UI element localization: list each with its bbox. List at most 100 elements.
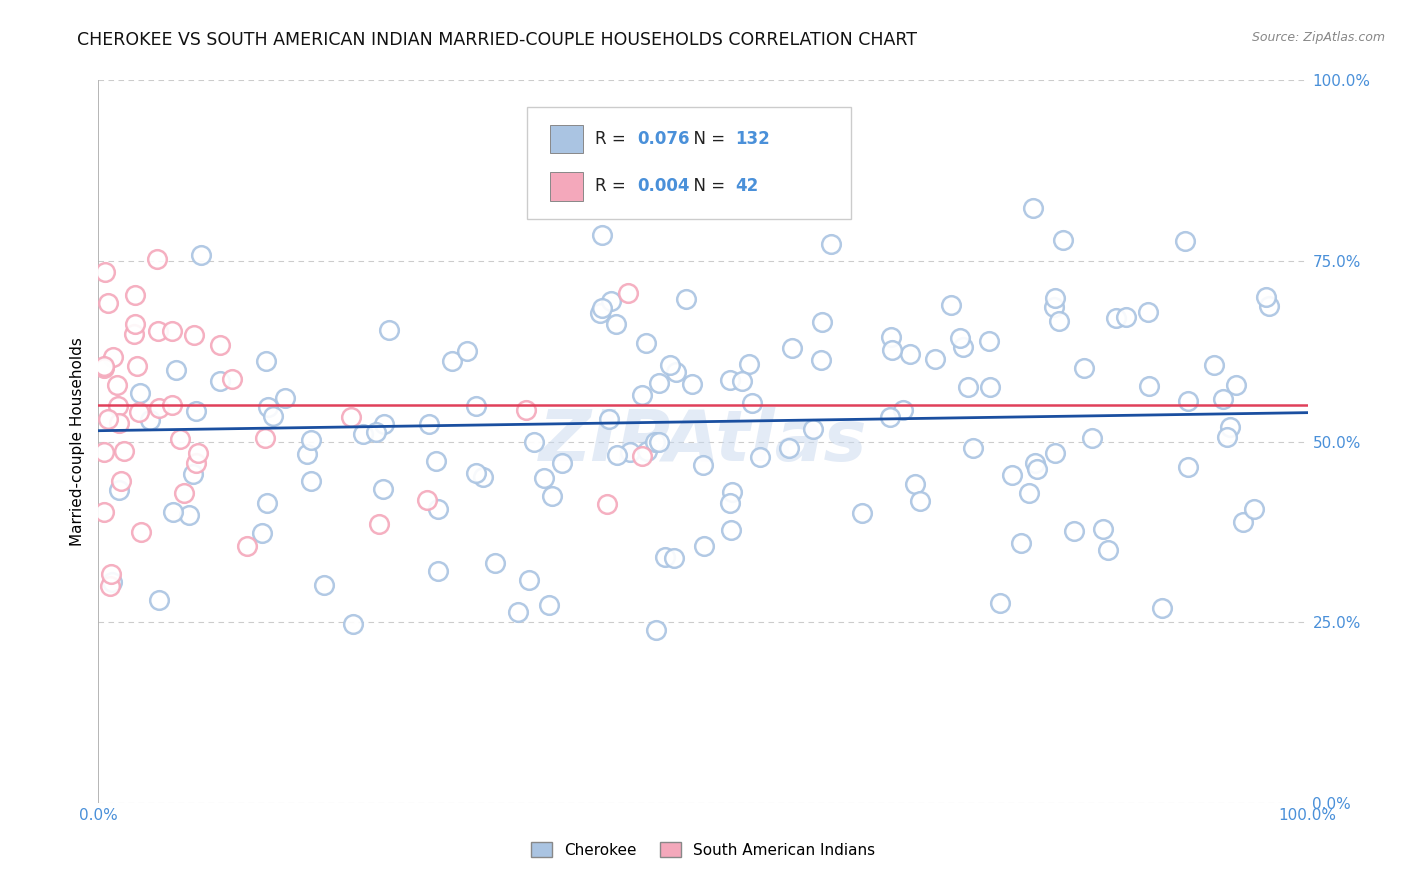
Point bbox=[619, 445, 641, 459]
Point bbox=[190, 248, 212, 262]
Point bbox=[630, 388, 652, 402]
Point bbox=[108, 483, 131, 498]
Point bbox=[97, 412, 120, 426]
Point bbox=[515, 403, 537, 417]
Text: 0.004: 0.004 bbox=[637, 178, 689, 195]
Point bbox=[1097, 542, 1119, 557]
Point bbox=[1137, 379, 1160, 393]
Point bbox=[692, 458, 714, 472]
Point bbox=[187, 446, 209, 460]
Point bbox=[427, 565, 450, 579]
Point bbox=[720, 524, 742, 538]
Point bbox=[257, 400, 280, 414]
Point bbox=[801, 422, 824, 436]
Point bbox=[631, 449, 654, 463]
Point bbox=[299, 474, 322, 488]
Point bbox=[1052, 233, 1074, 247]
Point bbox=[591, 301, 613, 315]
Point bbox=[146, 324, 169, 338]
Point bbox=[977, 334, 1000, 348]
Point bbox=[675, 292, 697, 306]
Point bbox=[299, 434, 322, 448]
Point bbox=[183, 327, 205, 342]
Point bbox=[112, 443, 135, 458]
Point bbox=[636, 444, 658, 458]
Point bbox=[415, 492, 437, 507]
Text: ZIPAtlas: ZIPAtlas bbox=[538, 407, 868, 476]
Text: 0.076: 0.076 bbox=[637, 130, 689, 148]
Point bbox=[1115, 310, 1137, 324]
Point bbox=[664, 551, 686, 566]
Point bbox=[465, 399, 488, 413]
Point bbox=[749, 450, 772, 465]
Point bbox=[952, 340, 974, 354]
Point bbox=[221, 372, 243, 386]
Point bbox=[1258, 299, 1281, 313]
Point bbox=[810, 352, 832, 367]
Point bbox=[1073, 360, 1095, 375]
Point bbox=[456, 344, 478, 359]
Point bbox=[1081, 431, 1104, 445]
Point bbox=[184, 403, 207, 417]
Point bbox=[908, 493, 931, 508]
Point bbox=[295, 447, 318, 461]
Point bbox=[177, 508, 200, 522]
Point bbox=[129, 386, 152, 401]
Point bbox=[373, 417, 395, 431]
Text: N =: N = bbox=[683, 130, 731, 148]
Point bbox=[162, 505, 184, 519]
Text: R =: R = bbox=[595, 130, 631, 148]
Point bbox=[1092, 522, 1115, 536]
Point bbox=[718, 373, 741, 387]
Point bbox=[880, 343, 903, 357]
Point bbox=[606, 448, 628, 462]
Point bbox=[418, 417, 440, 431]
Point bbox=[148, 401, 170, 415]
Point bbox=[721, 484, 744, 499]
Point bbox=[364, 425, 387, 439]
Point bbox=[589, 306, 612, 320]
Point bbox=[737, 357, 759, 371]
Text: Source: ZipAtlas.com: Source: ZipAtlas.com bbox=[1251, 31, 1385, 45]
Point bbox=[1026, 462, 1049, 476]
Point bbox=[93, 505, 115, 519]
Point bbox=[165, 362, 187, 376]
Point bbox=[741, 396, 763, 410]
Point bbox=[962, 441, 984, 455]
Point bbox=[262, 409, 284, 424]
Point bbox=[924, 352, 946, 367]
Point bbox=[1177, 394, 1199, 409]
Point bbox=[1024, 456, 1046, 470]
Point bbox=[169, 432, 191, 446]
Point bbox=[644, 435, 666, 450]
Text: N =: N = bbox=[683, 178, 731, 195]
Point bbox=[591, 227, 613, 242]
Point bbox=[342, 617, 364, 632]
Point bbox=[648, 376, 671, 391]
Point bbox=[105, 377, 128, 392]
Point bbox=[425, 454, 447, 468]
Point bbox=[979, 380, 1001, 394]
Point bbox=[1063, 524, 1085, 538]
Point bbox=[1043, 446, 1066, 460]
Point bbox=[124, 287, 146, 301]
Y-axis label: Married-couple Households: Married-couple Households bbox=[70, 337, 86, 546]
Text: 132: 132 bbox=[735, 130, 770, 148]
Point bbox=[236, 539, 259, 553]
Point bbox=[1174, 234, 1197, 248]
Point bbox=[517, 573, 540, 587]
Point bbox=[125, 359, 148, 373]
Point bbox=[339, 409, 361, 424]
Point bbox=[122, 326, 145, 341]
Point bbox=[820, 236, 842, 251]
Point bbox=[898, 347, 921, 361]
Point bbox=[124, 317, 146, 331]
Point bbox=[939, 298, 962, 312]
Point bbox=[645, 623, 668, 637]
Point bbox=[93, 359, 115, 374]
Point bbox=[780, 341, 803, 355]
Point bbox=[811, 315, 834, 329]
Point bbox=[693, 540, 716, 554]
Point bbox=[368, 516, 391, 531]
Point bbox=[484, 557, 506, 571]
